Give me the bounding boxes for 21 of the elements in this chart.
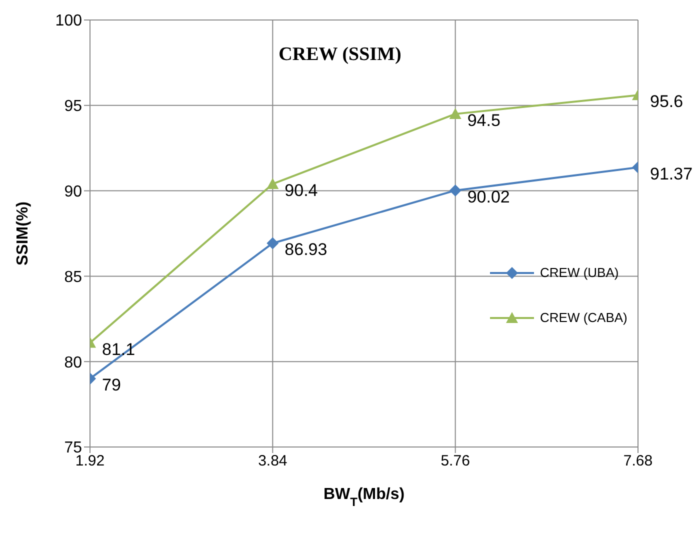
data-label: 90.02 [467,187,510,206]
data-label: 91.37 [650,164,693,184]
y-tick-label: 80 [64,354,82,372]
text: CREW (SSIM) [278,44,402,65]
data-label: 94.5 [467,110,500,130]
legend-label: CREW (UBA) [540,265,619,280]
legend-label: CREW (CABA) [540,310,628,325]
x-axis-title: BW$_{T}$(Mb/s) [323,486,405,509]
y-tick-label: 95 [64,98,82,116]
data-label: 90.4 [284,180,318,200]
y-tick-label: 90 [64,183,82,200]
y-tick-label: 85 [64,268,82,286]
data-label: 86.93 [284,240,328,260]
data-label: 95.6 [650,92,684,112]
y-axis-title: SSIM(%) [14,202,32,266]
y-tick-label: 100 [55,12,82,30]
data-label: 79 [102,376,121,395]
x-tick-label: 3.84 [258,452,288,470]
x-tick-label: 1.92 [75,452,105,470]
x-tick-label: 7.68 [623,452,653,470]
x-tick-label: 5.76 [440,452,470,470]
